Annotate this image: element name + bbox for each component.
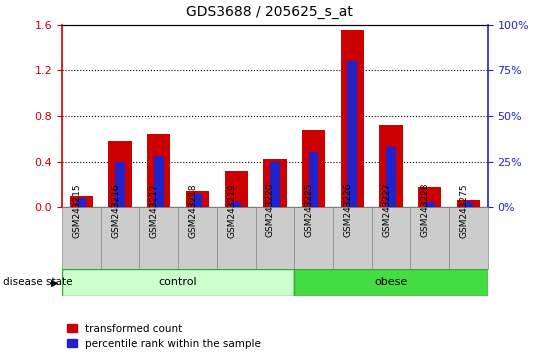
Text: control: control <box>159 277 197 287</box>
Bar <box>309 153 319 207</box>
Bar <box>115 161 125 207</box>
Bar <box>386 147 396 207</box>
Bar <box>140 207 178 269</box>
Text: GSM243219: GSM243219 <box>227 183 236 238</box>
Text: GSM243228: GSM243228 <box>421 183 430 238</box>
Bar <box>270 161 280 207</box>
Text: GSM243217: GSM243217 <box>150 183 159 238</box>
Bar <box>225 171 248 207</box>
Text: GSM243215: GSM243215 <box>72 183 81 238</box>
Text: GSM243226: GSM243226 <box>343 183 353 238</box>
Bar <box>263 159 287 207</box>
Bar <box>231 202 241 207</box>
Bar <box>418 187 441 207</box>
Bar <box>192 194 202 207</box>
Bar <box>464 202 473 207</box>
Bar <box>178 207 217 269</box>
Bar <box>108 141 132 207</box>
Text: GSM243220: GSM243220 <box>266 183 275 238</box>
Text: ▶: ▶ <box>51 277 58 287</box>
Bar <box>294 207 333 269</box>
Bar <box>186 191 209 207</box>
Bar <box>379 125 403 207</box>
Text: obese: obese <box>375 277 407 287</box>
Bar <box>147 134 170 207</box>
Bar <box>70 196 93 207</box>
Bar <box>62 207 101 269</box>
Bar <box>333 207 372 269</box>
Bar <box>294 269 488 296</box>
Bar <box>62 269 294 296</box>
Bar <box>255 207 294 269</box>
Legend: transformed count, percentile rank within the sample: transformed count, percentile rank withi… <box>67 324 261 349</box>
Bar <box>154 156 164 207</box>
Text: disease state: disease state <box>3 277 72 287</box>
Bar <box>410 207 449 269</box>
Bar <box>101 207 140 269</box>
Text: GDS3688 / 205625_s_at: GDS3688 / 205625_s_at <box>186 5 353 19</box>
Bar <box>77 198 86 207</box>
Text: GSM243275: GSM243275 <box>459 183 468 238</box>
Bar <box>341 30 364 207</box>
Text: GSM243227: GSM243227 <box>382 183 391 238</box>
Text: GSM243225: GSM243225 <box>305 183 314 238</box>
Text: GSM243216: GSM243216 <box>111 183 120 238</box>
Text: GSM243218: GSM243218 <box>189 183 197 238</box>
Bar <box>302 130 325 207</box>
Bar <box>372 207 410 269</box>
Bar <box>457 200 480 207</box>
Bar <box>425 202 434 207</box>
Bar <box>449 207 488 269</box>
Bar <box>217 207 255 269</box>
Bar <box>348 61 357 207</box>
